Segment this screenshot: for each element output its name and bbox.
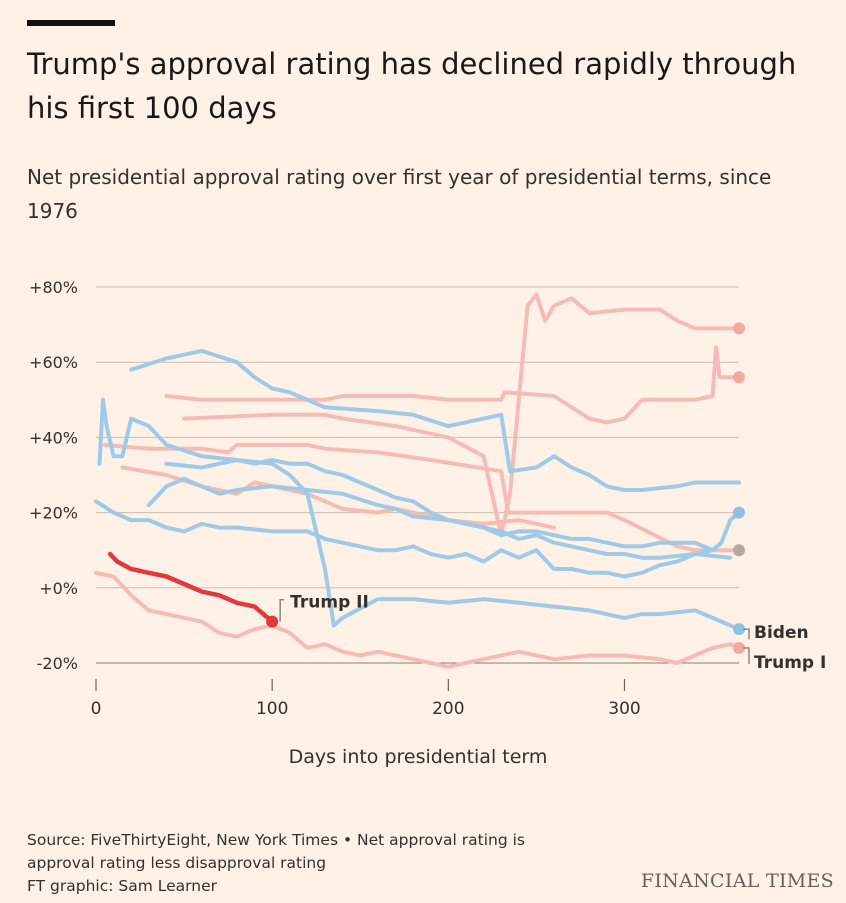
- chart-title: Trump's approval rating has declined rap…: [27, 47, 797, 125]
- end-dot-republican-b: [733, 371, 745, 384]
- series-line-republican-c: [182, 292, 741, 538]
- label-trump-i: Trump I: [754, 653, 826, 673]
- chart-subtitle: Net presidential approval rating over fi…: [27, 165, 772, 223]
- series-line-trump-ii: [107, 551, 275, 624]
- y-tick-label: +0%: [39, 579, 78, 598]
- source-line-2: approval rating less disapproval rating: [27, 854, 327, 872]
- x-axis-title: Days into presidential term: [288, 746, 548, 768]
- series-line-democrat-a: [94, 499, 741, 579]
- ft-brand-logo: FINANCIAL TIMES: [640, 870, 834, 892]
- x-tick-label: 300: [608, 699, 640, 719]
- trump1-leader: [743, 647, 750, 664]
- source-line-1: Source: FiveThirtyEight, New York Times …: [27, 831, 525, 849]
- x-tick-label: 200: [432, 699, 464, 719]
- y-tick-label: +60%: [29, 353, 78, 372]
- end-dot-biden: [733, 623, 745, 636]
- series-line-trump-i: [94, 570, 741, 669]
- label-trump-ii: Trump II: [290, 593, 369, 613]
- grid-layer: +80% +60% +40% +20% +0% -20% 0 100 200 300: [29, 278, 739, 719]
- x-tick-label: 0: [91, 699, 102, 719]
- biden-leader: [743, 628, 750, 640]
- end-dot-trump-i: [733, 641, 745, 654]
- series-line-democrat-b: [129, 348, 741, 492]
- credit-line: FT graphic: Sam Learner: [27, 877, 217, 895]
- y-tick-label: -20%: [37, 654, 78, 673]
- y-tick-label: +80%: [29, 278, 78, 297]
- end-dot-republican-a: [733, 544, 745, 557]
- brand-accent-bar: [27, 20, 115, 26]
- y-tick-label: +20%: [29, 504, 78, 523]
- label-layer: Trump II Biden Trump I: [279, 593, 826, 673]
- end-dot-trump-ii: [266, 615, 279, 628]
- x-tick-label: 100: [256, 699, 288, 719]
- series-line-democrat-d: [164, 458, 724, 553]
- series-line-republican-a: [102, 442, 741, 553]
- trump2-leader: [279, 598, 285, 622]
- series-layer: [94, 292, 745, 669]
- label-biden: Biden: [754, 623, 809, 643]
- series-line-republican-b: [164, 345, 741, 425]
- source-note: Source: FiveThirtyEight, New York Times …: [27, 829, 587, 898]
- y-tick-label: +40%: [29, 428, 78, 447]
- end-dot-democrat-a: [733, 506, 745, 519]
- series-line-biden: [97, 397, 741, 632]
- end-dot-republican-c: [733, 322, 745, 335]
